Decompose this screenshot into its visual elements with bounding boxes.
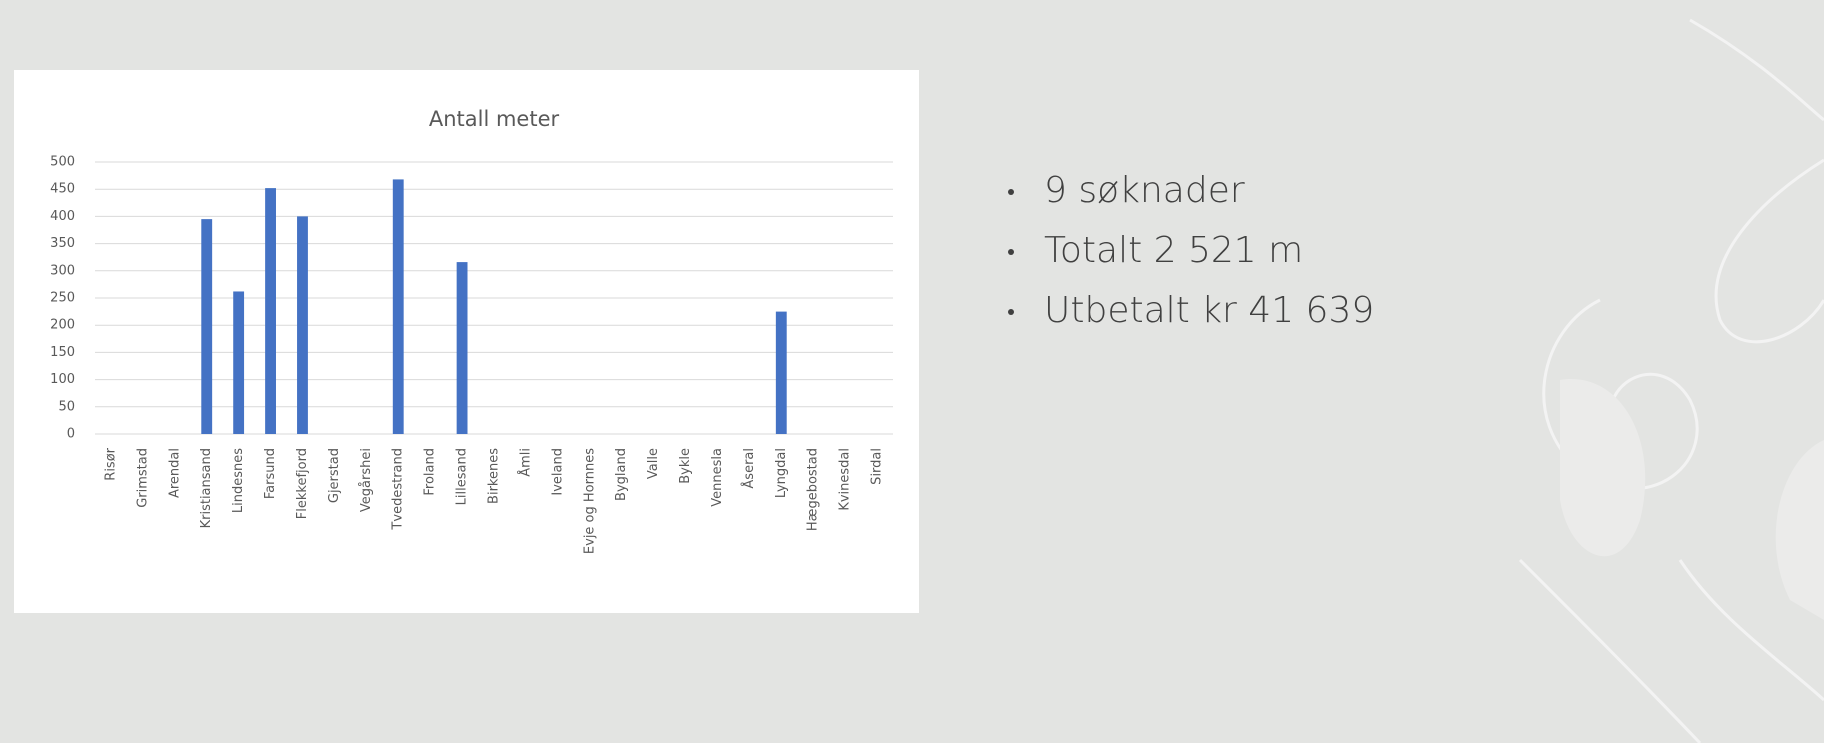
y-tick-label: 350 [50, 236, 75, 251]
x-tick-label: Evje og Hornnes [582, 448, 597, 554]
x-tick-label: Grimstad [135, 448, 150, 508]
x-tick-label: Lillesand [455, 448, 470, 505]
x-tick-label: Bykle [678, 448, 693, 484]
x-tick-label: Arendal [167, 448, 182, 498]
x-tick-label: Gjerstad [327, 448, 342, 503]
x-tick-label: Vennesla [710, 448, 725, 507]
x-tick-label: Sirdal [870, 448, 885, 485]
y-tick-label: 250 [50, 291, 75, 306]
x-tick-label: Hægebostad [806, 448, 821, 531]
y-tick-label: 200 [50, 318, 75, 333]
y-tick-label: 450 [50, 182, 75, 197]
bullet-text: 9 søknader [1044, 170, 1245, 211]
bar [201, 219, 212, 434]
x-tick-label: Bygland [614, 448, 629, 501]
bullet-dot [1008, 189, 1014, 195]
y-tick-label: 300 [50, 263, 75, 278]
x-tick-label: Lindesnes [231, 448, 246, 513]
bar [393, 179, 404, 434]
page: Antall meter 0 50 100 150 200 250 300 350 400 450… [0, 0, 1824, 743]
y-tick-label: 50 [58, 399, 75, 414]
x-tick-label: Iveland [550, 448, 565, 496]
bar [233, 291, 244, 434]
x-tick-label: Lyngdal [774, 448, 789, 498]
bullet-text: Utbetalt kr 41 639 [1044, 290, 1374, 331]
x-tick-label: Valle [646, 448, 661, 479]
y-tick-label: 0 [67, 427, 75, 442]
y-tick-label: 150 [50, 345, 75, 360]
x-tick-label: Tvedestrand [391, 448, 406, 531]
bullet-dot [1008, 309, 1014, 315]
slide: Antall meter 0 50 100 150 200 250 300 350 400 450… [0, 0, 1824, 743]
y-tick-label: 400 [50, 209, 75, 224]
x-tick-label: Farsund [263, 448, 278, 499]
bullet-text: Totalt 2 521 m [1044, 230, 1303, 271]
bullet-dot [1008, 249, 1014, 255]
x-tick-label: Froland [423, 448, 438, 496]
x-tick-label: Flekkefjord [295, 448, 310, 519]
chart-title: Antall meter [429, 107, 560, 131]
x-tick-label: Åseral [741, 448, 757, 489]
x-tick-label: Åmli [517, 448, 533, 477]
x-tick-label: Kvinesdal [838, 448, 853, 511]
bar [297, 216, 308, 434]
bar [776, 312, 787, 434]
y-tick-label: 500 [50, 155, 75, 170]
x-tick-label: Risør [103, 447, 118, 480]
bar [457, 262, 468, 434]
x-tick-label: Birkenes [487, 448, 502, 504]
y-tick-label: 100 [50, 372, 75, 387]
x-tick-label: Vegårshei [359, 448, 374, 512]
bar [265, 188, 276, 434]
x-tick-label: Kristiansand [199, 448, 214, 528]
